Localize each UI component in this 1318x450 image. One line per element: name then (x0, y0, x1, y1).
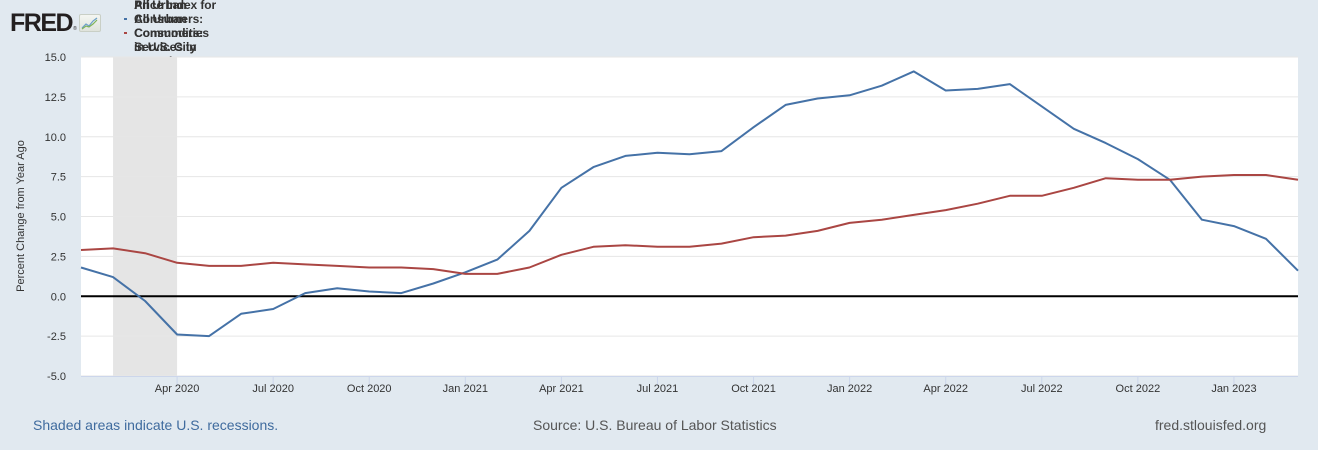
registered-mark: ® (73, 26, 77, 32)
y-tick-label: 12.5 (45, 92, 66, 104)
line-chart-icon (78, 14, 101, 32)
y-tick-label: 15.0 (45, 52, 66, 64)
x-tick-label: Jan 2022 (827, 383, 872, 395)
x-tick-label: Oct 2020 (347, 383, 392, 395)
x-tick-label: Jan 2021 (443, 383, 488, 395)
x-tick-label: Oct 2022 (1116, 383, 1161, 395)
y-tick-label: -5.0 (47, 371, 66, 383)
x-tick-label: Jul 2020 (252, 383, 294, 395)
y-tick-label: 0.0 (51, 291, 66, 303)
x-tick-label: Oct 2021 (731, 383, 776, 395)
x-tick-label: Jul 2021 (637, 383, 679, 395)
y-axis-label: Percent Change from Year Ago (15, 140, 27, 292)
fred-logo[interactable]: FRED ® (10, 10, 101, 36)
legend-swatch-commodities (124, 18, 128, 20)
y-tick-label: 10.0 (45, 132, 66, 144)
line-chart: -5.0 -2.5 0.0 2.5 5.0 7.5 10.0 12.5 15.0 Apr 202… (15, 52, 1299, 395)
y-axis-ticks: -5.0 -2.5 0.0 2.5 5.0 7.5 10.0 12.5 15.0 (45, 52, 66, 383)
y-tick-label: 7.5 (51, 172, 66, 184)
legend-swatch-services (124, 32, 128, 34)
x-tick-label: Apr 2021 (539, 383, 584, 395)
logo-text: FRED (10, 9, 74, 37)
x-tick-label: Jan 2023 (1211, 383, 1256, 395)
source-text: Source: U.S. Bureau of Labor Statistics (533, 417, 777, 433)
y-tick-label: 2.5 (51, 251, 66, 263)
x-tick-label: Apr 2022 (923, 383, 968, 395)
y-tick-label: 5.0 (51, 212, 66, 224)
x-tick-label: Apr 2020 (155, 383, 200, 395)
x-tick-label: Jul 2022 (1021, 383, 1063, 395)
recession-note-link[interactable]: Shaded areas indicate U.S. recessions. (33, 417, 279, 433)
y-tick-label: -2.5 (47, 331, 66, 343)
gridlines (81, 56, 1298, 377)
site-link[interactable]: fred.stlouisfed.org (1155, 417, 1267, 433)
series-layer (80, 70, 1299, 338)
x-axis-ticks: Apr 2020 Jul 2020 Oct 2020 Jan 2021 Apr 2021… (155, 376, 1257, 395)
